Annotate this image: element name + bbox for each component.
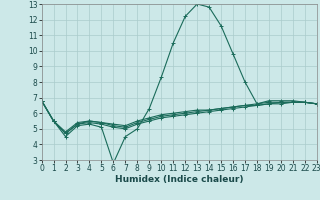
X-axis label: Humidex (Indice chaleur): Humidex (Indice chaleur) bbox=[115, 175, 244, 184]
